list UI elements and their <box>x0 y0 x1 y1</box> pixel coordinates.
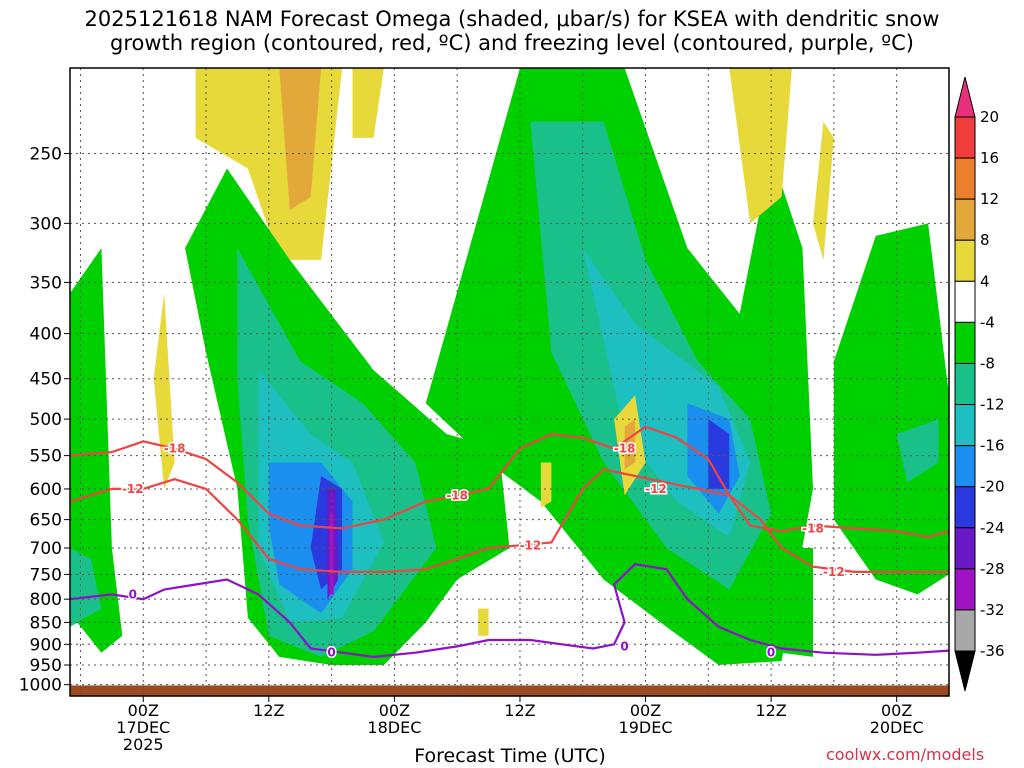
colorbar-swatch--28 <box>954 527 976 570</box>
colorbar-label-8: -16 <box>980 437 1005 455</box>
x-tick-label-36-0: 12Z <box>504 701 535 720</box>
contour-dgz_minus12 <box>70 468 949 573</box>
colorbar-label-1: 16 <box>980 149 999 167</box>
omega-shade-upper-rising-2 <box>352 68 384 138</box>
y-tick-label-800: 800 <box>30 590 62 610</box>
colorbar-swatch--20 <box>954 445 976 488</box>
colorbar-swatch--16 <box>954 404 976 447</box>
colorbar-top-triangle <box>954 76 976 118</box>
x-tick-label-12-0: 12Z <box>253 701 284 720</box>
omega-shade-mid-sink-24 <box>708 419 730 489</box>
omega-shade-small-rise-2 <box>478 608 489 636</box>
colorbar-swatch-4 <box>954 239 976 282</box>
omega-shade-right-sink <box>833 223 949 595</box>
colorbar-swatch--8 <box>954 321 976 364</box>
colorbar-label-13: -36 <box>980 642 1005 660</box>
x-tick-label-24-1: 18DEC <box>367 718 421 737</box>
colorbar-swatch--36 <box>954 609 976 652</box>
contour-label-2: -18 <box>446 488 468 502</box>
y-tick-label-900: 900 <box>30 635 62 655</box>
colorbar-label-5: -4 <box>980 313 995 331</box>
x-tick-label-48-1: 19DEC <box>619 718 673 737</box>
site-credit[interactable]: coolwx.com/models <box>826 745 985 764</box>
x-tick-label-72-0: 00Z <box>881 701 912 720</box>
contour-label-3: -12 <box>520 538 542 552</box>
colorbar-label-2: 12 <box>980 190 999 208</box>
x-tick-label-60-0: 12Z <box>755 701 786 720</box>
chart-title-line-2: growth region (contoured, red, ºC) and f… <box>110 31 914 55</box>
colorbar-swatch--12 <box>954 362 976 406</box>
contour-label-6: -18 <box>802 521 824 535</box>
y-tick-label-300: 300 <box>30 214 62 234</box>
y-tick-label-250: 250 <box>30 144 62 164</box>
contour-label-7: -12 <box>823 565 845 579</box>
colorbar-label-7: -12 <box>980 396 1005 414</box>
colorbar-label-11: -28 <box>980 560 1005 578</box>
colorbar-swatch--4 <box>954 280 976 323</box>
contour-freezing_level <box>70 562 949 659</box>
omega-shade-right-sink-12 <box>896 419 939 483</box>
x-tick-label-0-2: 2025 <box>123 735 164 754</box>
colorbar-label-3: 8 <box>980 231 990 249</box>
colorbar-label-4: 4 <box>980 272 990 290</box>
omega-shade-upper-rising-8 <box>279 68 322 211</box>
colorbar-swatch--32 <box>954 568 976 611</box>
colorbar-swatch-16 <box>954 116 976 159</box>
omega-shade-right-sink-3 <box>781 548 813 657</box>
colorbar-swatch--24 <box>954 486 976 529</box>
y-tick-label-750: 750 <box>30 565 62 585</box>
colorbar-label-10: -24 <box>980 519 1005 537</box>
colorbar-label-9: -20 <box>980 478 1005 496</box>
colorbar-swatch-8 <box>954 198 976 241</box>
colorbar-label-12: -32 <box>980 601 1005 619</box>
colorbar-swatch-12 <box>954 157 976 200</box>
contour-label-9: 0 <box>327 646 335 660</box>
y-tick-label-700: 700 <box>30 539 62 559</box>
x-tick-label-0-1: 17DEC <box>116 718 170 737</box>
terrain-band <box>70 685 949 696</box>
contour-label-5: -12 <box>645 482 667 496</box>
contour-label-0: -18 <box>164 442 186 456</box>
omega-shade-upper-right-rising <box>729 68 792 224</box>
y-tick-label-450: 450 <box>30 370 62 390</box>
chart-title-line-1: 2025121618 NAM Forecast Omega (shaded, μ… <box>84 7 940 31</box>
y-tick-label-400: 400 <box>30 325 62 345</box>
omega-shade-small-rise <box>540 462 552 508</box>
y-tick-label-600: 600 <box>30 480 62 500</box>
x-tick-label-48-0: 00Z <box>630 701 661 720</box>
x-tick-label-72-1: 20DEC <box>870 718 924 737</box>
omega-shade-left-rising-yellow <box>153 293 175 489</box>
contour-label-8: 0 <box>129 587 137 601</box>
x-tick-label-0-0: 00Z <box>128 701 159 720</box>
contour-label-1: -12 <box>122 482 144 496</box>
y-tick-label-1000: 1000 <box>19 676 62 696</box>
colorbar-label-0: 20 <box>980 108 999 126</box>
y-tick-label-650: 650 <box>30 511 62 531</box>
y-tick-label-500: 500 <box>30 410 62 430</box>
contour-label-10: 0 <box>620 639 628 653</box>
colorbar-bottom-triangle <box>954 650 976 692</box>
contour-dgz_minus18 <box>70 425 949 539</box>
omega-shade-mid-rising-8 <box>624 419 636 470</box>
x-tick-label-24-0: 00Z <box>379 701 410 720</box>
y-tick-label-350: 350 <box>30 273 62 293</box>
contour-label-11: 0 <box>767 646 775 660</box>
omega-shade-left-sinking-2 <box>70 548 102 627</box>
contour-label-4: -18 <box>614 442 636 456</box>
colorbar-label-6: -8 <box>980 354 995 372</box>
plot-frame <box>69 67 950 697</box>
y-tick-label-950: 950 <box>30 656 62 676</box>
omega-shade-upper-right-rising-2 <box>813 121 834 260</box>
x-axis-title: Forecast Time (UTC) <box>414 745 606 767</box>
y-tick-label-850: 850 <box>30 613 62 633</box>
omega-shade-left-sinking <box>70 248 123 653</box>
y-tick-label-550: 550 <box>30 447 62 467</box>
